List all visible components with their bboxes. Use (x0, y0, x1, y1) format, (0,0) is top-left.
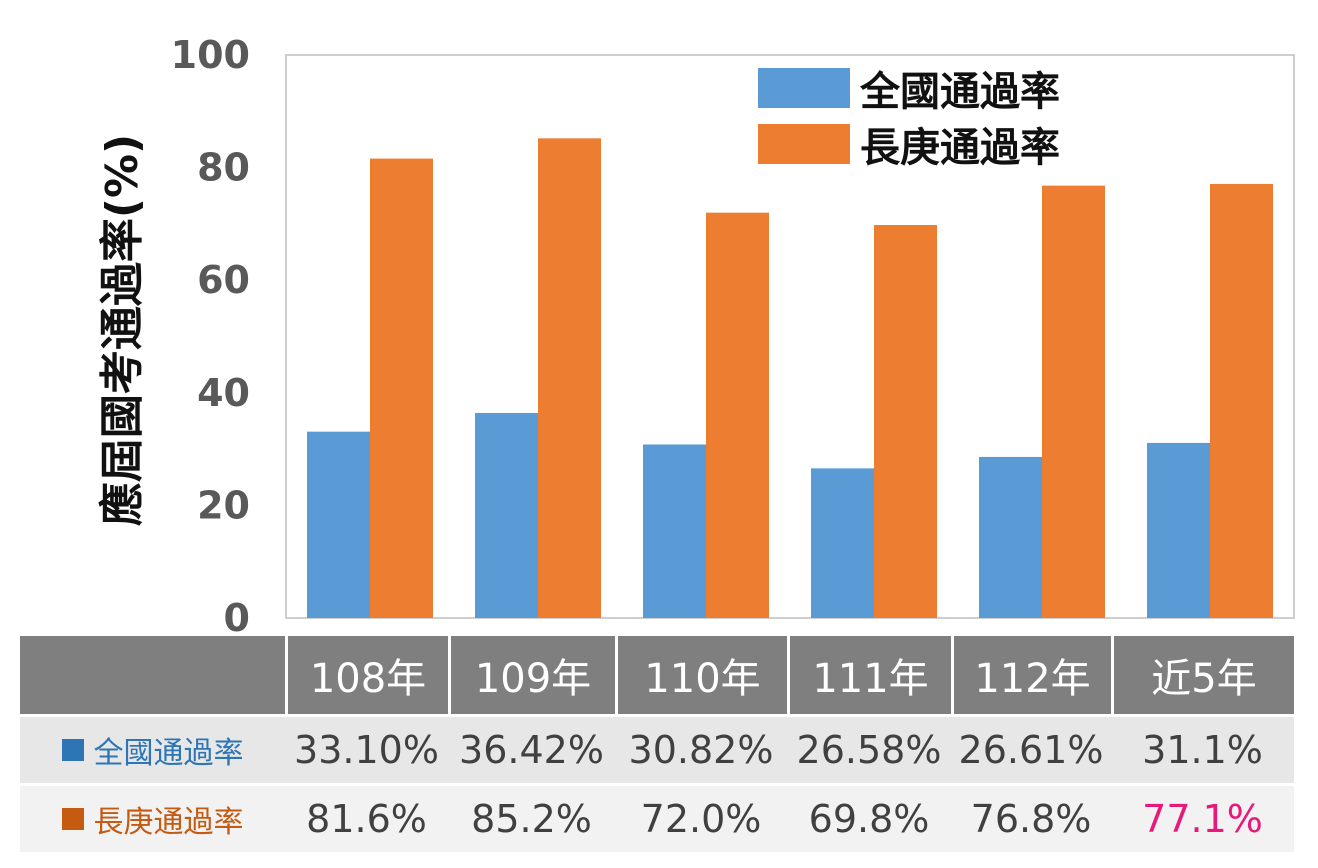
bar-chart: 0 20 40 60 80 100 (171, 33, 1295, 636)
table-cell: 77.1% (1111, 783, 1294, 852)
table-cell: 85.2% (448, 783, 615, 852)
row-label-text: 長庚通過率 (93, 805, 244, 840)
bar-national (307, 431, 370, 618)
row-label-text: 全國通過率 (93, 736, 244, 771)
table-cell: 26.61% (951, 714, 1111, 783)
legend: 全國通過率 長庚通過率 (758, 60, 1060, 172)
square-marker-icon (61, 808, 84, 830)
y-tick-label: 60 (197, 258, 250, 302)
legend-label-changgung: 長庚通過率 (860, 125, 1060, 171)
table-header-corner (20, 636, 285, 714)
table-cell: 33.10% (285, 714, 448, 783)
y-tick-label: 0 (224, 596, 250, 636)
table-header-cell: 108年 (285, 636, 448, 714)
bar-national (979, 456, 1042, 618)
table-header-cell: 110年 (615, 636, 787, 714)
plot-frame (285, 54, 1295, 619)
y-axis-title: 應屆國考通過率(%) (97, 133, 148, 527)
table-header-row: 108年 109年 110年 111年 112年 近5年 (20, 636, 1294, 714)
table-cell: 76.8% (951, 783, 1111, 852)
bar-changgung (1210, 183, 1273, 618)
table-header-cell: 111年 (787, 636, 951, 714)
bar-national (1147, 442, 1210, 618)
y-tick-label: 80 (197, 146, 250, 190)
square-marker-icon (61, 739, 84, 761)
bar-national (811, 468, 874, 618)
y-tick-label: 100 (171, 33, 250, 77)
chart-area: 0 20 40 60 80 100 應屆國考通過率(%) 全國通過率 長庚通過率 (97, 33, 1295, 636)
legend-swatch-changgung (758, 124, 850, 164)
data-table: 108年 109年 110年 111年 112年 近5年 全國通過率 33.10… (20, 636, 1294, 852)
legend-label-national: 全國通過率 (860, 69, 1060, 115)
table-header-cell: 109年 (448, 636, 615, 714)
table-cell: 36.42% (448, 714, 615, 783)
row-label-national: 全國通過率 (20, 714, 285, 783)
y-tick-label: 20 (197, 483, 250, 527)
bar-national (475, 412, 538, 618)
bar-changgung (874, 225, 937, 618)
y-tick-label: 40 (197, 371, 250, 415)
bar-changgung (370, 158, 433, 619)
table-cell: 31.1% (1111, 714, 1294, 783)
table-cell: 69.8% (787, 783, 951, 852)
table-cell: 30.82% (615, 714, 787, 783)
legend-item-national: 全國通過率 (758, 60, 1060, 116)
table-row-national: 全國通過率 33.10% 36.42% 30.82% 26.58% 26.61%… (20, 714, 1294, 783)
legend-swatch-national (758, 68, 850, 108)
table-row-changgung: 長庚通過率 81.6% 85.2% 72.0% 69.8% 76.8% 77.1… (20, 783, 1294, 852)
bar-changgung (706, 212, 769, 618)
row-label-changgung: 長庚通過率 (20, 783, 285, 852)
table-cell: 26.58% (787, 714, 951, 783)
bar-changgung (538, 138, 601, 618)
table-header-cell: 112年 (951, 636, 1111, 714)
bar-national (643, 444, 706, 618)
table-header-cell: 近5年 (1111, 636, 1294, 714)
table-cell: 81.6% (285, 783, 448, 852)
table-cell: 72.0% (615, 783, 787, 852)
legend-item-changgung: 長庚通過率 (758, 116, 1060, 172)
bar-changgung (1042, 185, 1105, 618)
